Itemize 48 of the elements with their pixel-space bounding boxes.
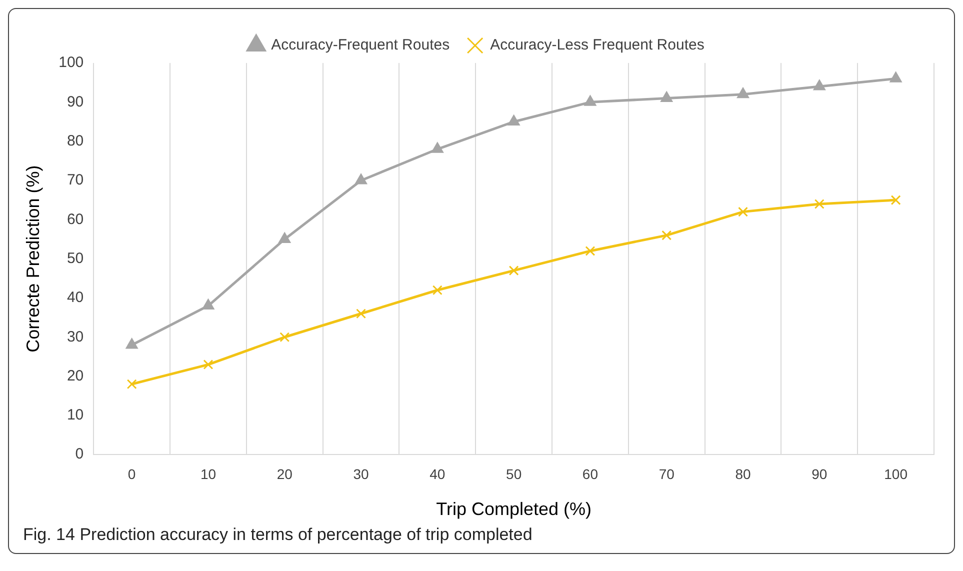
y-tick-label: 70 [66,172,84,189]
point [432,285,442,296]
point [585,246,596,256]
point [660,91,673,102]
x-tick-label: 70 [658,466,675,482]
y-tick-label: 0 [75,446,84,463]
y-tick-label: 80 [66,132,84,150]
point [202,299,214,310]
x-tick-label: 30 [353,466,370,482]
point [813,80,826,90]
x-tick-label: 0 [128,466,136,482]
y-tick-label: 30 [66,328,84,346]
point [890,72,902,82]
y-tick-label: 50 [66,250,84,267]
point [508,266,519,276]
y-tick-label: 20 [66,367,84,384]
x-tick-label: 50 [506,466,522,482]
point [355,174,367,184]
y-tick-label: 90 [66,93,84,110]
point [126,379,137,390]
point [431,142,444,153]
y-tick-label: 60 [66,210,84,228]
point [280,332,290,342]
x-tick-label: 60 [582,466,598,482]
point [508,114,520,126]
y-tick-label: 10 [66,406,84,424]
y-tick-label: 100 [58,54,84,72]
point [278,232,291,243]
x-tick-label: 90 [812,466,828,482]
point [356,308,366,319]
point [814,198,824,209]
x-tick-label: 100 [884,466,908,482]
point [203,360,214,370]
x-tick-label: 20 [276,466,293,482]
y-axis-title: Correcte Prediction (%) [22,165,43,352]
x-axis-title: Trip Completed (%) [436,499,592,520]
point [737,88,749,98]
point [890,195,901,206]
y-tick-label: 40 [66,289,84,306]
x-tick-label: 40 [430,466,446,482]
legend-label: Accuracy-Less Frequent Routes [490,36,704,54]
point [662,230,672,240]
x-tick-label: 10 [200,466,216,482]
legend-label: Accuracy-Frequent Routes [271,36,450,54]
caption: Fig. 14 Prediction accuracy in terms of percentage of trip completed [23,525,534,545]
point [584,95,596,106]
point [738,206,748,217]
x-tick-label: 80 [735,466,752,482]
